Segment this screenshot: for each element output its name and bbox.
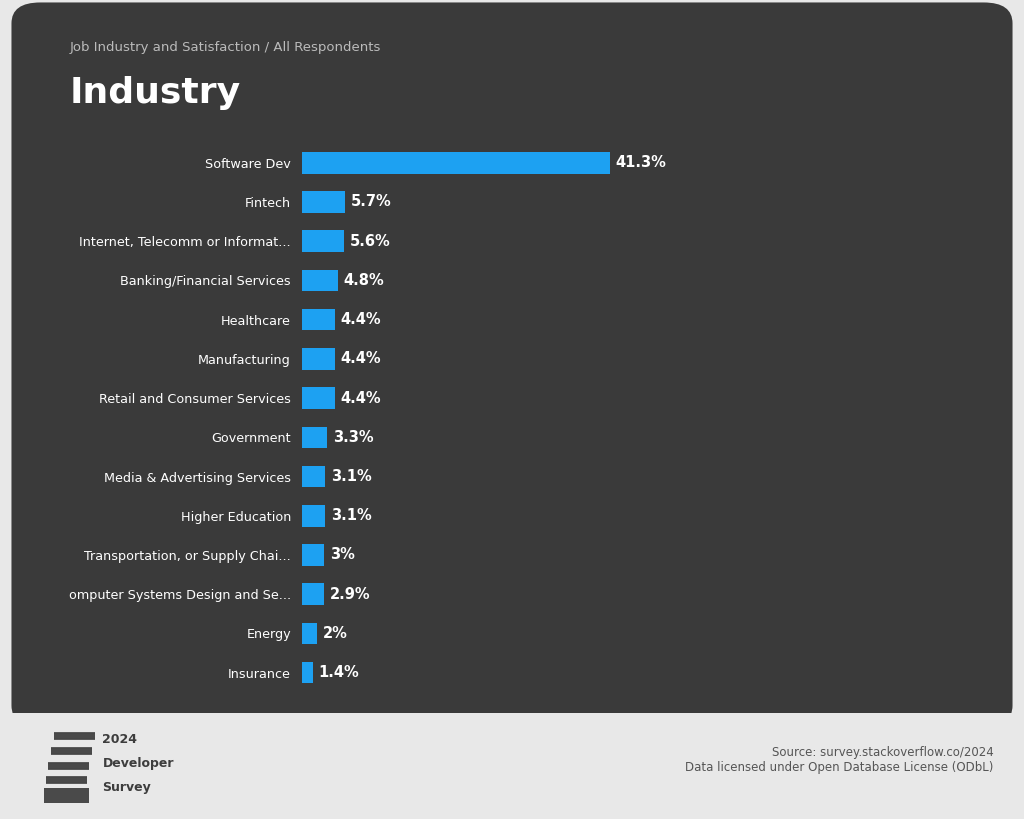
Bar [302,505,326,527]
Text: 2024: 2024 [102,733,137,745]
Text: 1.4%: 1.4% [318,665,359,680]
Text: 3.1%: 3.1% [331,509,372,523]
Text: 41.3%: 41.3% [615,156,667,170]
Text: 4.4%: 4.4% [341,312,382,327]
Bar [302,309,335,330]
Bar [302,191,344,213]
Text: 3.1%: 3.1% [331,469,372,484]
Bar [302,230,344,252]
Bar [302,583,324,605]
Bar [302,348,335,369]
Bar [302,269,338,292]
Bar [302,662,312,683]
Text: 4.8%: 4.8% [344,273,385,288]
Text: Developer: Developer [102,757,174,770]
Bar [302,544,325,566]
Text: Job Industry and Satisfaction / All Respondents: Job Industry and Satisfaction / All Resp… [70,41,381,54]
Text: 2.9%: 2.9% [330,586,371,602]
FancyBboxPatch shape [44,788,89,803]
Text: Survey: Survey [102,781,152,794]
Text: 5.6%: 5.6% [350,233,390,249]
Text: 3%: 3% [331,547,355,563]
Text: 3.3%: 3.3% [333,430,374,445]
Bar [302,427,327,448]
Text: 4.4%: 4.4% [341,351,382,366]
Text: Industry: Industry [70,75,241,110]
Text: 5.7%: 5.7% [350,194,391,210]
Bar [302,466,326,487]
Bar [302,387,335,409]
Bar [302,152,610,174]
Text: Source: survey.stackoverflow.co/2024
Data licensed under Open Database License (: Source: survey.stackoverflow.co/2024 Dat… [685,746,993,775]
Bar [302,622,317,645]
Text: 4.4%: 4.4% [341,391,382,405]
FancyBboxPatch shape [11,2,1013,726]
Text: 2%: 2% [323,626,348,641]
